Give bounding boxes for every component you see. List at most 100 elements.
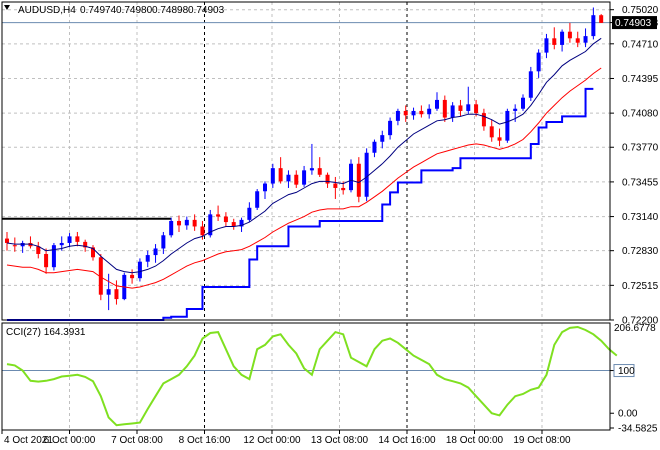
candle-body <box>528 71 533 98</box>
candle-body <box>505 110 510 141</box>
x-tick-label: 4 Oct 2021 <box>4 435 53 446</box>
candle-body <box>309 168 314 171</box>
candle-body <box>44 253 49 268</box>
x-tick-label: 7 Oct 08:00 <box>111 435 163 446</box>
candle-body <box>67 236 72 243</box>
candle-body <box>5 238 9 243</box>
candle-body <box>255 191 260 208</box>
cci-series <box>6 325 618 427</box>
candle-body <box>575 38 580 43</box>
candle-body <box>177 220 181 226</box>
x-tick-label: 8 Oct 16:00 <box>179 435 231 446</box>
triangle-down-icon[interactable] <box>4 5 10 10</box>
candle-body <box>599 15 604 23</box>
ohlc-high: 0.74980 <box>116 5 153 16</box>
candle-body <box>20 242 25 247</box>
candle-body <box>341 187 346 191</box>
candle-body <box>114 289 119 300</box>
candle-body <box>294 174 299 185</box>
x-tick-label: 19 Oct 08:00 <box>513 435 571 446</box>
y-tick-label: 0.73140 <box>622 212 659 223</box>
cci-axis: 100 0.00 -34.5825 <box>610 364 658 435</box>
y-tick-label: 0.73770 <box>622 143 659 154</box>
candle-body <box>560 31 565 45</box>
cci-level-tag <box>613 364 635 378</box>
cci-title: CCI(27) 164.3931 <box>6 327 86 338</box>
candle-body <box>552 38 557 45</box>
candle-body <box>59 242 64 246</box>
candle-body <box>137 261 142 279</box>
candle-body <box>208 214 213 236</box>
candle-body <box>411 110 416 116</box>
symbol-label: AUDUSD,H4 <box>18 5 76 16</box>
y-tick-label: 0.73455 <box>622 177 659 188</box>
candle-body <box>356 163 361 197</box>
y-tick-label: 0.72200 <box>622 316 659 327</box>
candle-body <box>200 226 205 236</box>
candle-body <box>223 216 228 223</box>
y-tick-label: 0.74080 <box>622 109 659 120</box>
price-pane-border <box>1 1 611 321</box>
ohlc-open: 0.74974 <box>80 5 117 16</box>
price-series <box>5 7 604 321</box>
ma-slow-line <box>6 67 602 289</box>
candle-body <box>36 246 41 254</box>
candle-body <box>161 235 166 249</box>
candle-body <box>83 241 88 248</box>
candle-body <box>98 257 103 295</box>
x-tick-label: 13 Oct 08:00 <box>311 435 369 446</box>
candle-body <box>388 120 393 136</box>
candle-body <box>349 163 353 191</box>
svg-text:0.74903: 0.74903 <box>615 18 652 29</box>
candle-body <box>521 97 525 109</box>
candle-body <box>28 242 33 247</box>
candle-body <box>536 52 541 72</box>
chart-header: AUDUSD,H4 0.74974 0.74980 0.74898 0.7490… <box>4 5 225 16</box>
x-tick-label: 12 Oct 00:00 <box>243 435 301 446</box>
candle-body <box>145 255 150 262</box>
candle-body <box>216 214 221 217</box>
candle-body <box>12 245 17 247</box>
ohlc-low: 0.74898 <box>152 5 189 16</box>
candle-body <box>184 219 189 226</box>
candle-body <box>263 183 267 192</box>
candle-body <box>395 110 400 121</box>
candle-body <box>278 168 283 182</box>
x-tick-label: 18 Oct 00:00 <box>446 435 504 446</box>
axes-frame <box>1 1 611 431</box>
candle-body <box>169 220 174 236</box>
candle-body <box>489 126 494 138</box>
candle-body <box>450 105 455 118</box>
candle-body <box>442 99 447 118</box>
ohlc-close: 0.74903 <box>188 5 225 16</box>
candle-body <box>317 168 322 175</box>
candle-body <box>231 222 236 227</box>
candle-body <box>372 141 377 153</box>
candle-body <box>51 245 56 268</box>
cci-pane-border <box>1 322 611 431</box>
candle-body <box>286 174 291 182</box>
y-tick-label: 0.74710 <box>622 39 659 50</box>
y-tick-label: 0.74395 <box>622 74 659 85</box>
candle-body <box>419 110 424 115</box>
candle-body <box>247 207 252 220</box>
candle-body <box>497 137 502 141</box>
cci-tick-label: 100 <box>618 366 635 377</box>
candle-body <box>239 219 244 227</box>
candle-body <box>583 36 588 43</box>
candle-body <box>91 247 95 258</box>
y-tick-label: 0.72830 <box>622 246 659 257</box>
candle-body <box>333 183 338 188</box>
ma-fast-line <box>6 37 602 274</box>
svg-text:206.6778: 206.6778 <box>614 323 656 334</box>
candle-body <box>591 15 596 37</box>
candle-body <box>380 135 385 142</box>
candle-body <box>466 104 471 111</box>
cci-value-tag: 206.6778 <box>614 323 656 334</box>
candle-body <box>403 110 408 116</box>
candle-body <box>106 289 111 295</box>
candle-body <box>567 31 572 39</box>
cci-tick-label: 0.00 <box>618 409 638 420</box>
